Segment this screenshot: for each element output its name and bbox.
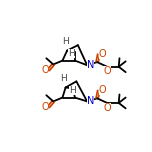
Text: O: O — [99, 49, 106, 59]
Text: O: O — [103, 66, 111, 76]
Text: H: H — [69, 86, 76, 95]
Text: O: O — [42, 102, 49, 112]
Text: O: O — [99, 85, 106, 95]
Text: H: H — [62, 37, 69, 46]
Text: H: H — [60, 74, 67, 83]
Text: N: N — [86, 96, 94, 106]
Text: O: O — [42, 65, 49, 75]
Text: O: O — [103, 103, 111, 113]
Text: H: H — [68, 49, 75, 58]
Text: N: N — [86, 60, 94, 70]
